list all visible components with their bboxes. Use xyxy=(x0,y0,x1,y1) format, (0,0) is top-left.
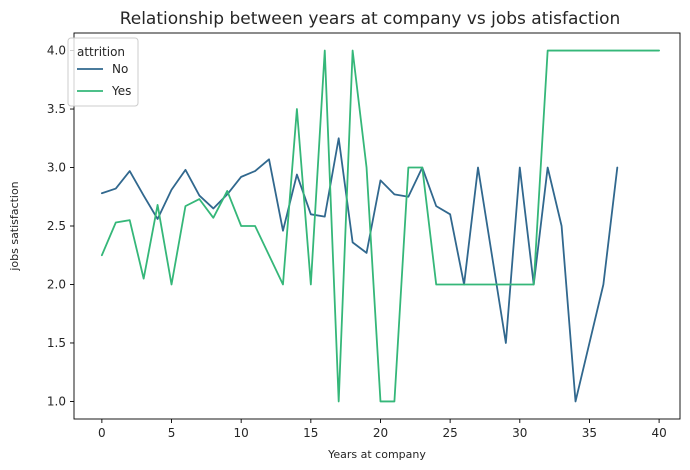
legend-title: attrition xyxy=(77,45,125,59)
y-tick-label: 3.5 xyxy=(47,102,66,116)
x-tick-label: 10 xyxy=(234,426,249,440)
legend-label-yes: Yes xyxy=(111,84,131,98)
y-tick-label: 2.5 xyxy=(47,219,66,233)
series-line-yes xyxy=(100,49,660,403)
x-tick-label: 5 xyxy=(168,426,176,440)
y-tick-label: 1.0 xyxy=(47,394,66,408)
x-tick-label: 20 xyxy=(373,426,388,440)
x-tick-label: 25 xyxy=(442,426,457,440)
y-tick-label: 3.0 xyxy=(47,161,66,175)
legend-box xyxy=(67,37,139,107)
legend-label-no: No xyxy=(112,62,128,76)
x-tick-label: 40 xyxy=(651,426,666,440)
x-axis-label: Years at company xyxy=(327,448,426,461)
x-tick-label: 0 xyxy=(98,426,106,440)
legend: attrition No Yes xyxy=(67,37,139,107)
x-tick-label: 35 xyxy=(582,426,597,440)
y-tick-label: 2.0 xyxy=(47,277,66,291)
x-tick-label: 30 xyxy=(512,426,527,440)
x-tick-label: 15 xyxy=(303,426,318,440)
chart-title: Relationship between years at company vs… xyxy=(120,9,621,29)
y-tick-label: 1.5 xyxy=(47,336,66,350)
y-tick-label: 4.0 xyxy=(47,44,66,58)
plot-frame xyxy=(73,32,681,420)
series-line-no xyxy=(100,137,619,403)
y-axis-label: jobs satisfaction xyxy=(8,181,21,271)
